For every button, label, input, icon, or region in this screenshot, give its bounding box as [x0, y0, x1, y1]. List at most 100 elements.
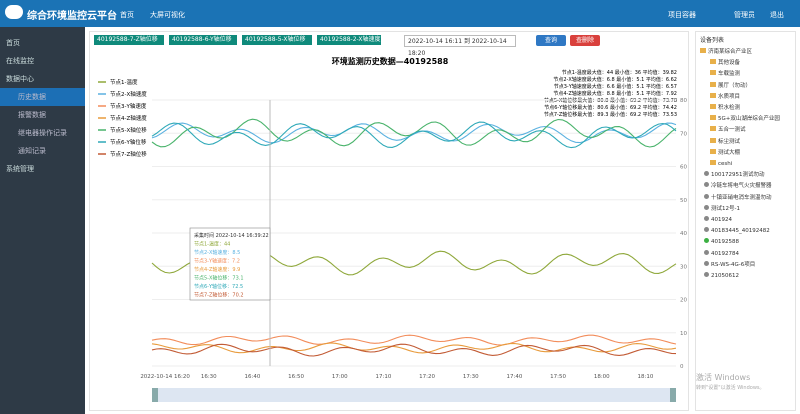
x-tick: 17:00 [332, 374, 348, 380]
folder-icon [710, 115, 716, 121]
x-tick: 17:50 [550, 374, 566, 380]
tooltip-line: 节点5-X轴位移：73.1 [194, 275, 244, 282]
summary-line: 节点6-Y轴位移最大值：80.6 最小值：69.2 平均值：74.42 [544, 104, 677, 111]
folder-icon [710, 126, 716, 132]
y-tick: 30 [680, 264, 687, 270]
folder-icon [710, 81, 716, 87]
range-slider [152, 388, 676, 402]
device-icon [704, 238, 709, 244]
device-tree-item[interactable]: 济南某综合产业区 [700, 48, 795, 57]
x-tick: 17:10 [376, 374, 392, 380]
chart-title: 环境监测历史数据—40192588 [332, 56, 449, 66]
device-tree-item[interactable]: 5G+双山湖岸综合产业园 [710, 115, 800, 124]
device-tree-item[interactable]: 其他设备 [710, 59, 800, 68]
folder-icon [710, 160, 716, 165]
sidebar-item-2[interactable]: 数据中心 [6, 75, 34, 83]
search-button[interactable]: 查询 [536, 35, 566, 46]
tag-y-displacement[interactable]: 40192588-6-Y轴位移 [169, 35, 237, 45]
top-bar: 综合环境监控云平台 首页 大屏可视化 项目容器 管理员 退出 [0, 0, 800, 27]
sidebar-item-3[interactable]: 历史数据 [0, 88, 85, 106]
legend-item: 节点7-Z轴位移 [110, 150, 147, 158]
logout-link[interactable]: 退出 [770, 11, 784, 19]
legend-item: 节点2-X轴速度 [110, 90, 147, 98]
device-tree-item[interactable]: 40192784 [704, 249, 799, 259]
date-range-input[interactable]: 2022-10-14 16:11 到 2022-10-14 18:20 [404, 35, 516, 57]
device-icon [704, 227, 709, 233]
slider-handle-left [152, 388, 158, 402]
tooltip-line: 节点6-Y轴位移：72.5 [194, 283, 243, 290]
sidebar-item-5[interactable]: 继电器操作记录 [18, 129, 67, 137]
tooltip-line: 节点7-Z轴位移：70.2 [194, 292, 244, 299]
tooltip-box [189, 227, 271, 301]
y-tick: 0 [680, 364, 684, 370]
device-tree-item[interactable]: 积水检测 [710, 104, 800, 113]
summary-line: 节点4-Z轴速度最大值：8.8 最小值：5.1 平均值：7.92 [553, 90, 677, 97]
folder-icon [710, 70, 716, 76]
device-tree-item[interactable]: RS-WS-4G-6项目 [704, 260, 799, 270]
device-tree-item[interactable]: 21050612 [704, 272, 799, 281]
folder-icon [710, 59, 716, 65]
sidebar-item-1[interactable]: 在线监控 [6, 57, 34, 65]
series-line [151, 121, 677, 149]
x-tick: 16:40 [245, 374, 261, 380]
y-tick: 40 [680, 231, 687, 237]
y-tick: 70 [680, 131, 687, 137]
sidebar-item-6[interactable]: 通知记录 [18, 147, 46, 155]
device-icon [704, 260, 709, 266]
series-line [151, 342, 677, 354]
device-tree-item[interactable]: 车载监测 [710, 70, 800, 79]
device-tree-item[interactable]: 五合一测试 [710, 126, 800, 135]
tooltip-line: 节点3-Y轴速度：7.2 [194, 258, 240, 265]
tag-x-speed[interactable]: 40192588-2-X轴速度 [317, 35, 381, 45]
device-tree-item[interactable]: 标尘测试 [710, 137, 800, 147]
device-tree-item[interactable]: 十镇亚硝电消车测温勿动 [704, 193, 799, 203]
device-tree-item[interactable]: 100172951测试勿动 [704, 171, 799, 180]
device-tree-item[interactable]: 冷链车将电气火灾报警器 [704, 182, 799, 191]
x-tick: 17:30 [463, 374, 479, 380]
folder-icon [710, 104, 716, 109]
tag-x-displacement[interactable]: 40192588-5-X轴位移 [242, 35, 312, 45]
device-tree-item[interactable]: 水质项目 [710, 92, 800, 102]
device-icon [704, 216, 709, 221]
device-panel: 设备列表 济南某综合产业区 其他设备 车载监测 展厅（勿动） 水质项目 积水检测 5G+双山… [695, 31, 796, 411]
y-tick: 80 [680, 98, 687, 104]
series-line [151, 343, 677, 357]
y-tick: 10 [680, 331, 687, 337]
device-icon [704, 272, 709, 277]
delete-button[interactable]: 查删除 [570, 35, 600, 46]
x-tick: 17:20 [419, 374, 435, 380]
device-list-title: 设备列表 [700, 37, 725, 44]
tooltip-line: 节点2-X轴速度：8.5 [194, 249, 240, 256]
device-tree-item[interactable]: 401924 [704, 216, 799, 225]
tooltip-line: 节点4-Z轴速度：9.9 [194, 266, 240, 273]
main-panel: 40192588-7-Z轴位移 40192588-6-Y轴位移 40192588… [89, 31, 689, 411]
y-tick: 60 [680, 165, 687, 171]
nav-bigscreen[interactable]: 大屏可视化 [150, 11, 185, 19]
sidebar-item-7[interactable]: 系统管理 [6, 165, 34, 173]
device-tree-item[interactable]: 40192588 [704, 238, 799, 247]
series-line [151, 122, 677, 144]
device-icon [704, 171, 709, 177]
device-tree-item[interactable]: 测试大棚 [710, 148, 800, 158]
device-tree-item[interactable]: 40183445_40192482 [704, 227, 799, 236]
legend-item: 节点3-Y轴速度 [110, 102, 147, 110]
device-icon [704, 182, 709, 188]
x-tick: 16:30 [201, 374, 217, 380]
sidebar: 首页在线监控数据中心历史数据报警数据继电器操作记录 通知记录系统管理 [0, 27, 85, 414]
sidebar-item-4[interactable]: 报警数据 [18, 111, 46, 119]
nav-home[interactable]: 首页 [120, 11, 134, 19]
x-tick: 16:50 [288, 374, 304, 380]
tooltip-line: 采集时间 2022-10-14 16:39:22 [194, 232, 269, 239]
device-tree-item[interactable]: 展厅（勿动） [710, 81, 800, 91]
project-container[interactable]: 项目容器 [668, 11, 696, 19]
history-chart[interactable]: 环境监测历史数据—40192588节点1-温度节点2-X轴速度节点3-Y轴速度节… [90, 50, 688, 406]
user-menu[interactable]: 管理员 [734, 11, 755, 19]
device-tree-item[interactable]: 测试12号-1 [704, 204, 799, 214]
device-tree-item[interactable]: ceshi [710, 160, 800, 169]
device-icon [704, 249, 709, 255]
x-tick: 18:10 [638, 374, 654, 380]
y-tick: 50 [680, 198, 687, 204]
legend-item: 节点1-温度 [110, 78, 138, 86]
sidebar-item-0[interactable]: 首页 [6, 39, 20, 47]
tag-z-displacement[interactable]: 40192588-7-Z轴位移 [94, 35, 164, 45]
